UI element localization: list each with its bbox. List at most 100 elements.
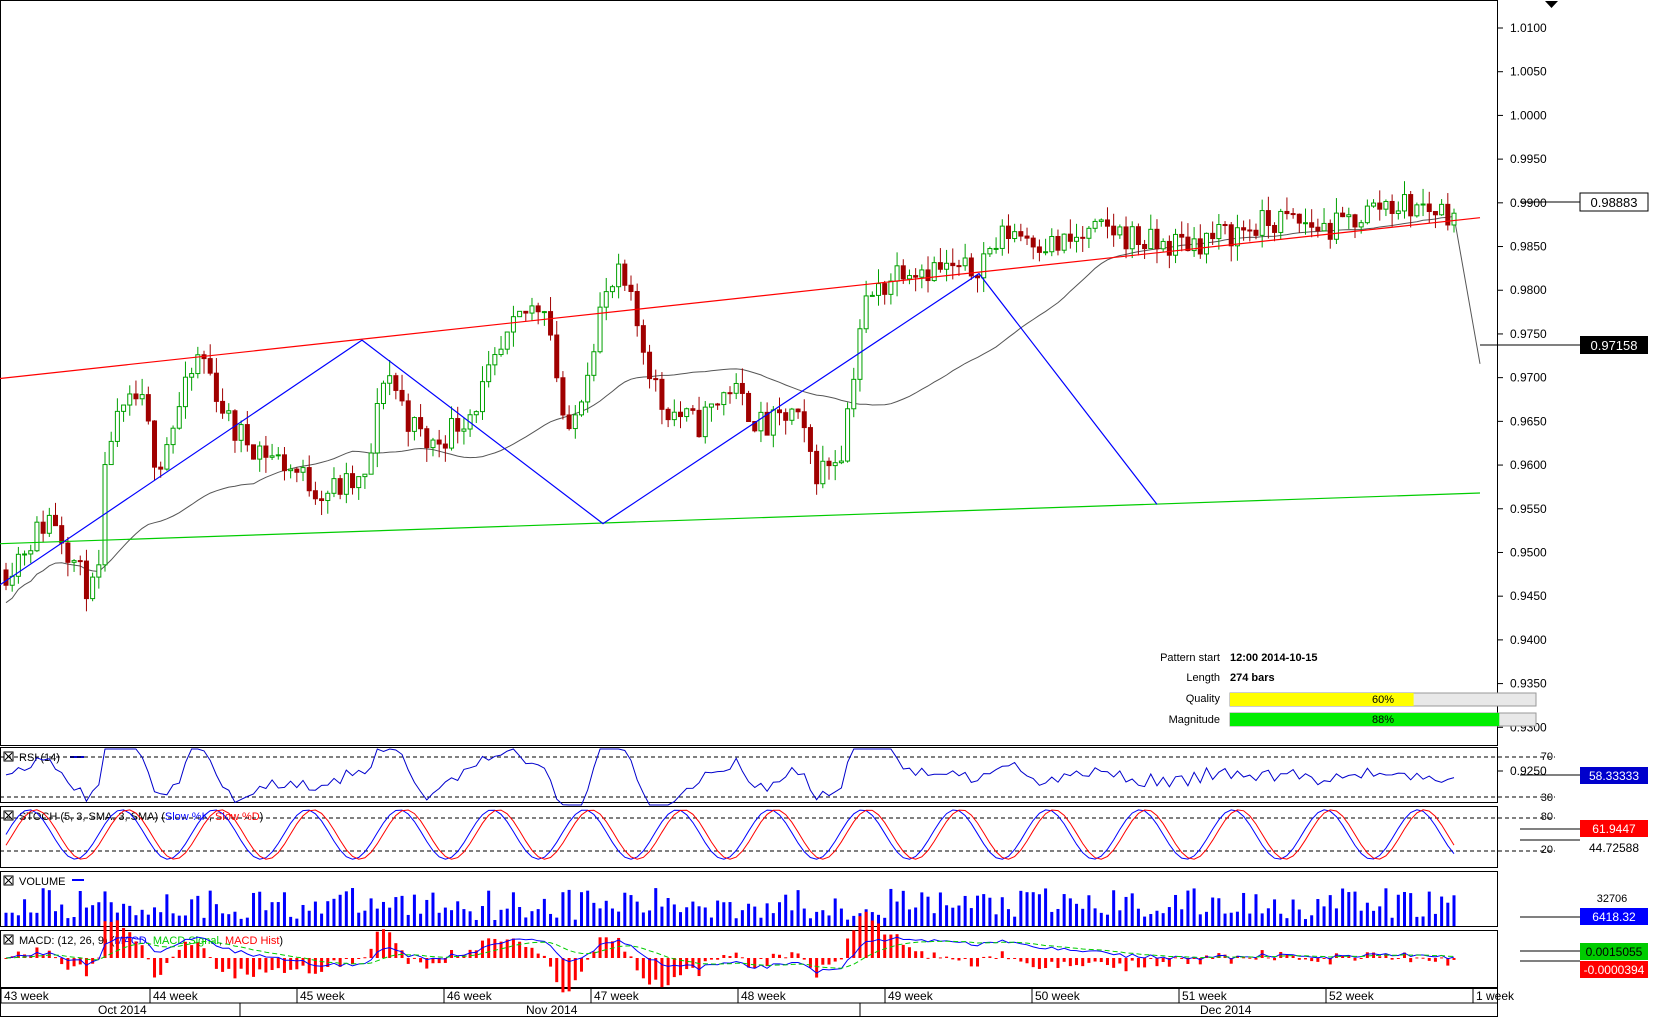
rsi-line <box>5 748 1455 806</box>
volume-level: 32706 <box>1597 893 1628 905</box>
candle <box>213 358 219 413</box>
candle <box>356 476 362 500</box>
volume-value: 6418.32 <box>1592 910 1636 924</box>
month-tick-label: Nov 2014 <box>526 1003 578 1017</box>
macd-hist-bar <box>1211 958 1215 959</box>
candle <box>1210 221 1216 245</box>
macd-hist-bar <box>493 938 497 958</box>
magnitude-value: 88% <box>1372 714 1394 726</box>
candle <box>659 372 665 425</box>
volume-bar <box>827 915 831 926</box>
candle <box>145 386 151 425</box>
candle <box>1111 213 1117 247</box>
candle <box>1074 223 1080 253</box>
macd-hist-bar <box>685 958 689 970</box>
candle <box>1135 223 1141 256</box>
candle <box>393 372 399 400</box>
macd-hist-bar <box>1378 956 1382 958</box>
candle <box>566 405 572 431</box>
volume-bar <box>932 913 936 926</box>
macd-hist-bar <box>1334 953 1338 958</box>
volume-bar <box>914 907 918 926</box>
volume-bar <box>295 918 299 926</box>
stoch-title: STOCH (5, 3, SMA, 3, SMA) (Slow %K, Slow… <box>19 811 263 823</box>
macd-hist-bar <box>1235 955 1239 958</box>
zigzag-line <box>0 272 1158 586</box>
macd-hist-bar <box>1198 958 1202 965</box>
volume-bar <box>252 892 256 926</box>
last-price-label: 0.98883 <box>1520 192 1649 212</box>
volume-bar <box>765 903 769 926</box>
macd-hist-bar <box>47 950 51 958</box>
volume-bar <box>1248 913 1252 926</box>
macd-hist-bar <box>344 958 348 959</box>
candle <box>820 445 826 489</box>
macd-hist-bar <box>771 953 775 958</box>
week-tick-label: 51 week <box>1182 989 1228 1003</box>
price-tick-label: 1.0000 <box>1510 108 1547 122</box>
macd-hist-bar <box>691 958 695 968</box>
volume-bar <box>969 908 973 926</box>
volume-bar <box>883 917 887 926</box>
macd-hist-bar <box>375 931 379 958</box>
candle <box>1302 208 1308 235</box>
volume-bar <box>518 907 522 926</box>
macd-hist-bar <box>1440 957 1444 959</box>
macd-hist-bar <box>245 958 249 975</box>
week-tick-label: 48 week <box>741 989 787 1003</box>
candle <box>597 292 603 354</box>
candle <box>1401 181 1407 219</box>
candle <box>158 461 164 478</box>
candle <box>312 481 318 505</box>
candle <box>1191 227 1197 257</box>
volume-bar <box>493 919 497 926</box>
candle <box>139 378 145 406</box>
candle <box>288 464 294 479</box>
price-tick-label: 0.9850 <box>1510 240 1547 254</box>
candle <box>442 435 448 462</box>
macd-hist-bar <box>289 958 293 970</box>
macd-hist-bar <box>629 956 633 958</box>
candle <box>257 441 263 472</box>
volume-bar <box>1211 897 1215 926</box>
candle <box>1043 238 1049 256</box>
volume-bar <box>561 892 565 926</box>
macd-hist-bar <box>938 957 942 959</box>
candle <box>1358 219 1364 234</box>
candle <box>108 431 114 466</box>
candle <box>96 549 102 589</box>
candle <box>684 407 690 422</box>
candle <box>1352 213 1358 239</box>
volume-bar <box>728 902 732 926</box>
volume-bar <box>289 916 293 926</box>
macd-hist-bar <box>617 937 621 958</box>
volume-bar <box>326 901 330 926</box>
volume-bar <box>666 898 670 926</box>
stoch-k-line <box>5 809 1455 860</box>
last-price-value: 0.98883 <box>1591 195 1638 210</box>
candle <box>1117 224 1123 239</box>
volume-bar <box>926 896 930 926</box>
macd-hist-bar <box>802 958 806 960</box>
volume-bar <box>23 899 27 926</box>
price-tick-label: 0.9700 <box>1510 371 1547 385</box>
macd-hist-bar <box>759 958 763 959</box>
volume-bar <box>660 906 664 926</box>
candle <box>826 457 832 480</box>
macd-hist-bar <box>159 958 163 975</box>
macd-hist-bar <box>78 958 82 965</box>
macd-hist-bar <box>270 958 274 971</box>
volume-bar <box>1433 913 1437 926</box>
volume-bar <box>264 910 268 926</box>
volume-bar <box>1396 894 1400 926</box>
candle <box>517 310 523 318</box>
candle <box>950 248 956 280</box>
candle <box>331 467 337 498</box>
volume-bar <box>901 890 905 926</box>
volume-bar <box>41 888 45 926</box>
volume-bar <box>598 908 602 926</box>
candle <box>504 331 510 355</box>
volume-bar <box>988 897 992 926</box>
scroll-arrow-icon[interactable] <box>1545 1 1558 8</box>
volume-bar <box>35 912 39 926</box>
